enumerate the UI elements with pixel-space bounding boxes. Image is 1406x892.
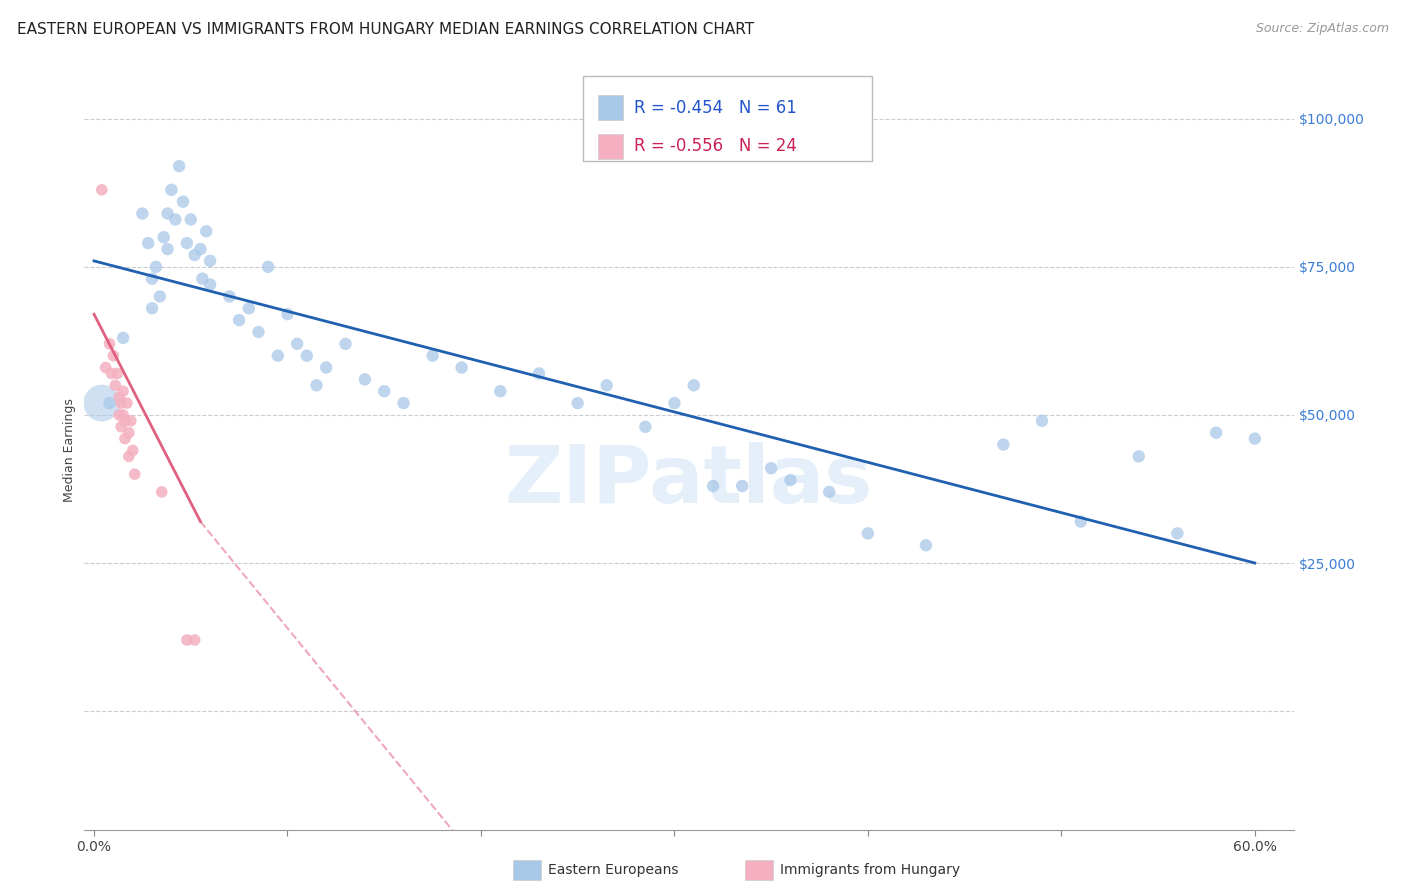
Point xyxy=(131,206,153,220)
Point xyxy=(112,331,135,345)
Point xyxy=(759,461,782,475)
Point xyxy=(198,277,221,292)
Point xyxy=(115,396,138,410)
Point xyxy=(124,467,146,482)
Point xyxy=(160,183,183,197)
Point xyxy=(105,367,128,381)
Point xyxy=(136,236,159,251)
Point xyxy=(527,367,550,381)
Point xyxy=(247,325,270,339)
Point xyxy=(634,419,657,434)
Point xyxy=(104,378,127,392)
Point xyxy=(110,419,132,434)
Point xyxy=(731,479,754,493)
Point xyxy=(152,230,174,244)
Point xyxy=(1205,425,1227,440)
Text: R = -0.454   N = 61: R = -0.454 N = 61 xyxy=(634,99,797,117)
Point xyxy=(183,248,205,262)
Point xyxy=(305,378,328,392)
Point xyxy=(141,301,163,316)
Point xyxy=(567,396,589,410)
Point xyxy=(176,236,198,251)
Point xyxy=(190,242,212,256)
Point xyxy=(335,336,357,351)
Point xyxy=(195,224,218,238)
Point xyxy=(422,349,444,363)
Point xyxy=(267,349,290,363)
Point xyxy=(100,367,122,381)
Point xyxy=(1166,526,1188,541)
Point xyxy=(103,349,125,363)
Point xyxy=(98,336,121,351)
Point xyxy=(114,414,136,428)
Point xyxy=(145,260,167,274)
Point xyxy=(150,484,173,499)
Point xyxy=(156,242,179,256)
Point xyxy=(295,349,318,363)
Point xyxy=(373,384,395,399)
Point xyxy=(112,384,135,399)
Point xyxy=(702,479,724,493)
Point xyxy=(315,360,337,375)
Point xyxy=(664,396,686,410)
Point xyxy=(165,212,187,227)
Point xyxy=(94,360,117,375)
Y-axis label: Median Earnings: Median Earnings xyxy=(63,399,76,502)
Point xyxy=(90,183,112,197)
Point xyxy=(172,194,194,209)
Point xyxy=(1128,450,1150,464)
Point xyxy=(176,633,198,648)
Point xyxy=(779,473,801,487)
Point xyxy=(392,396,415,410)
Point xyxy=(118,425,141,440)
Point xyxy=(98,396,121,410)
Text: R = -0.556   N = 24: R = -0.556 N = 24 xyxy=(634,137,797,155)
Point xyxy=(218,289,240,303)
Point xyxy=(108,390,131,404)
Text: Eastern Europeans: Eastern Europeans xyxy=(548,863,679,877)
Point xyxy=(90,396,112,410)
Point xyxy=(156,206,179,220)
Point xyxy=(108,408,131,422)
Point xyxy=(1070,515,1092,529)
Point xyxy=(1243,432,1265,446)
Point xyxy=(354,372,377,386)
Point xyxy=(489,384,512,399)
Point xyxy=(450,360,472,375)
Point xyxy=(183,633,205,648)
Point xyxy=(114,432,136,446)
Point xyxy=(149,289,172,303)
Point xyxy=(118,450,141,464)
Point xyxy=(180,212,202,227)
Point xyxy=(1031,414,1053,428)
Point xyxy=(120,414,142,428)
Point xyxy=(257,260,280,274)
Point xyxy=(112,408,135,422)
Point xyxy=(198,254,221,268)
Point xyxy=(238,301,260,316)
Point xyxy=(993,437,1015,451)
Point xyxy=(596,378,619,392)
Point xyxy=(285,336,308,351)
Point xyxy=(191,271,214,285)
Point xyxy=(228,313,250,327)
Point xyxy=(141,271,163,285)
Point xyxy=(915,538,938,552)
Point xyxy=(276,307,298,321)
Point xyxy=(818,484,841,499)
Point xyxy=(682,378,704,392)
Point xyxy=(167,159,190,173)
Text: Source: ZipAtlas.com: Source: ZipAtlas.com xyxy=(1256,22,1389,36)
Text: Immigrants from Hungary: Immigrants from Hungary xyxy=(780,863,960,877)
Point xyxy=(856,526,879,541)
Text: ZIPatlas: ZIPatlas xyxy=(505,442,873,520)
Point xyxy=(121,443,143,458)
Point xyxy=(110,396,132,410)
Text: EASTERN EUROPEAN VS IMMIGRANTS FROM HUNGARY MEDIAN EARNINGS CORRELATION CHART: EASTERN EUROPEAN VS IMMIGRANTS FROM HUNG… xyxy=(17,22,754,37)
